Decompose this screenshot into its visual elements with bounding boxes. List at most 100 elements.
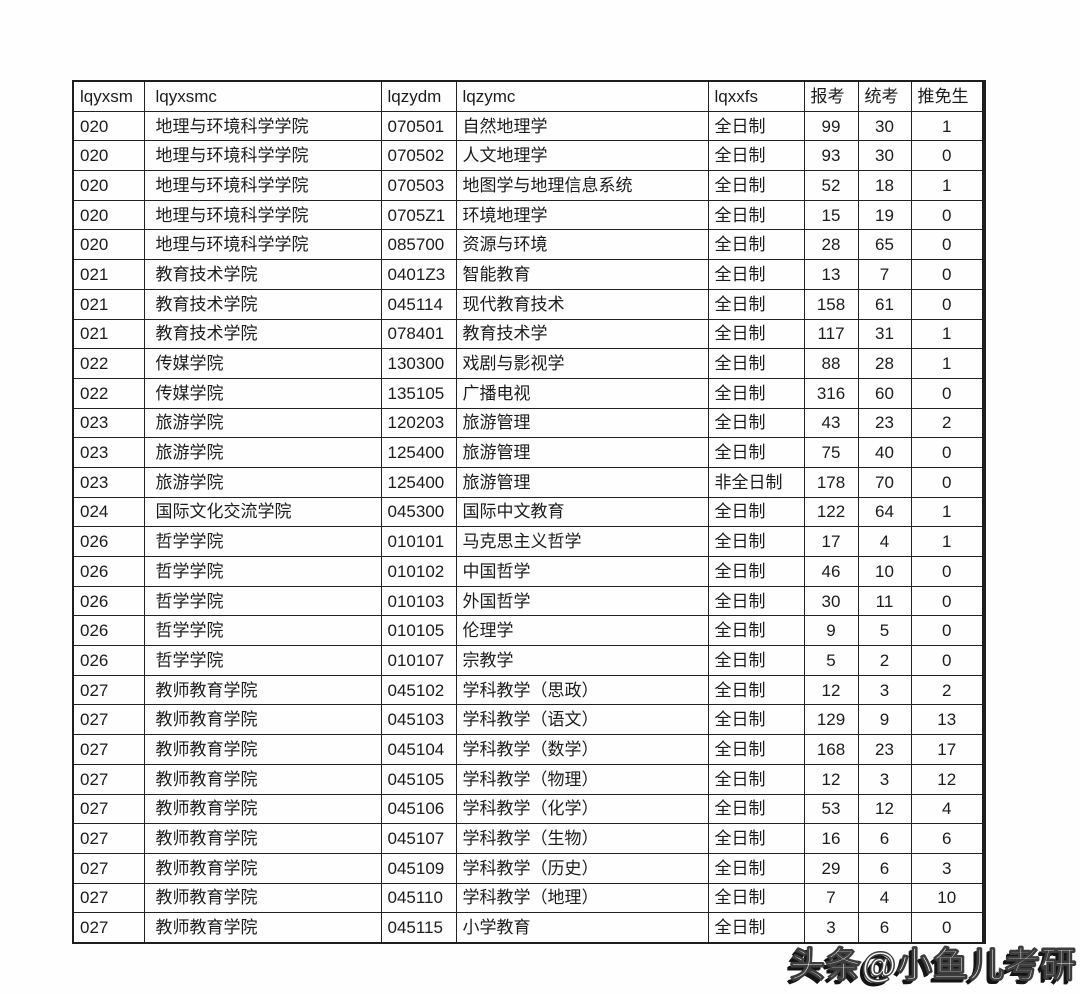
cell-tuimiansheng: 0 [910,140,985,172]
cell-lqyxsmc: 地理与环境科学学院 [143,140,382,172]
table-row: 027 教师教育学院 045107 学科教学（生物） 全日制 16 6 6 [72,823,985,854]
cell-lqyxsmc: 教师教育学院 [143,912,382,944]
cell-lqzymc: 伦理学 [455,615,709,647]
cell-lqyxsm: 026 [72,526,145,557]
cell-lqzydm: 045102 [380,674,457,706]
cell-tuimiansheng: 2 [910,407,985,439]
cell-lqzymc: 学科教学（地理） [455,882,709,914]
cell-lqyxsm: 027 [72,852,145,884]
cell-tongkao: 7 [857,259,912,290]
table-row: 026 哲学学院 010103 外国哲学 全日制 30 11 0 [72,585,985,617]
cell-lqxxfs: 全日制 [707,734,805,765]
cell-lqyxsmc: 哲学学院 [143,645,382,676]
cell-lqzymc: 学科教学（化学） [455,793,709,825]
cell-lqxxfs: 全日制 [707,377,805,409]
cell-lqzydm: 045107 [380,823,457,854]
cell-baokao: 117 [803,318,859,350]
cell-baokao: 9 [803,615,859,647]
cell-tongkao: 11 [857,585,912,617]
cell-lqyxsmc: 教育技术学院 [143,288,382,320]
cell-tuimiansheng: 3 [910,852,985,884]
cell-baokao: 43 [803,407,859,439]
cell-lqyxsm: 023 [72,407,145,439]
table-row: 027 教师教育学院 045115 小学教育 全日制 3 6 0 [72,912,985,944]
cell-lqyxsm: 022 [72,348,145,379]
cell-lqzymc: 学科教学（历史） [455,852,709,884]
cell-lqxxfs: 全日制 [707,229,805,261]
column-header-lqyxsmc: lqyxsmc [143,80,382,112]
cell-lqzymc: 旅游管理 [455,437,709,468]
cell-tuimiansheng: 0 [910,615,985,647]
cell-lqxxfs: 全日制 [707,526,805,557]
cell-lqzymc: 宗教学 [455,645,709,676]
toutiao-watermark: 头条@小鱼儿考研 [789,946,1077,986]
cell-lqyxsm: 027 [72,882,145,914]
cell-lqzymc: 国际中文教育 [455,496,709,528]
cell-lqyxsm: 026 [72,585,145,617]
table-body: 020 地理与环境科学学院 070501 自然地理学 全日制 99 30 1 020 地理与环境科… [72,110,985,944]
cell-lqyxsm: 027 [72,823,145,854]
cell-lqxxfs: 全日制 [707,763,805,795]
cell-lqzymc: 旅游管理 [455,407,709,439]
table-row: 026 哲学学院 010102 中国哲学 全日制 46 10 0 [72,556,985,587]
cell-tongkao: 19 [857,199,912,231]
cell-lqyxsmc: 教师教育学院 [143,882,382,914]
column-header-lqzymc: lqzymc [455,80,709,112]
cell-lqyxsm: 027 [72,763,145,795]
cell-lqyxsm: 021 [72,318,145,350]
cell-tongkao: 31 [857,318,912,350]
cell-lqxxfs: 全日制 [707,704,805,736]
cell-lqzymc: 广播电视 [455,377,709,409]
cell-lqzymc: 学科教学（生物） [455,823,709,854]
cell-lqxxfs: 全日制 [707,170,805,201]
cell-tongkao: 6 [857,912,912,944]
cell-lqyxsmc: 教师教育学院 [143,763,382,795]
cell-tongkao: 2 [857,645,912,676]
table-row: 027 教师教育学院 045103 学科教学（语文） 全日制 129 9 13 [72,704,985,736]
cell-tongkao: 65 [857,229,912,261]
cell-lqzydm: 045115 [380,912,457,944]
cell-baokao: 16 [803,823,859,854]
cell-lqzydm: 070501 [380,110,457,142]
cell-baokao: 316 [803,377,859,409]
cell-lqyxsmc: 教师教育学院 [143,852,382,884]
cell-lqzydm: 045103 [380,704,457,736]
cell-lqyxsmc: 教师教育学院 [143,823,382,854]
cell-tongkao: 30 [857,110,912,142]
cell-tuimiansheng: 10 [910,882,985,914]
cell-lqyxsm: 023 [72,466,145,498]
cell-tuimiansheng: 0 [910,229,985,261]
cell-tongkao: 23 [857,407,912,439]
cell-lqzydm: 135105 [380,377,457,409]
cell-lqzydm: 120203 [380,407,457,439]
column-header-lqzydm: lqzydm [380,80,457,112]
cell-tongkao: 18 [857,170,912,201]
cell-lqyxsm: 020 [72,140,145,172]
cell-lqzymc: 环境地理学 [455,199,709,231]
cell-lqxxfs: 全日制 [707,199,805,231]
cell-lqyxsmc: 教师教育学院 [143,674,382,706]
table-row: 027 教师教育学院 045109 学科教学（历史） 全日制 29 6 3 [72,852,985,884]
cell-lqzymc: 教育技术学 [455,318,709,350]
cell-tuimiansheng: 1 [910,496,985,528]
cell-lqzymc: 资源与环境 [455,229,709,261]
cell-lqyxsm: 020 [72,110,145,142]
cell-lqyxsm: 027 [72,704,145,736]
cell-lqyxsmc: 地理与环境科学学院 [143,229,382,261]
cell-baokao: 12 [803,763,859,795]
table-row: 021 教育技术学院 078401 教育技术学 全日制 117 31 1 [72,318,985,350]
cell-tuimiansheng: 1 [910,348,985,379]
cell-lqzydm: 010107 [380,645,457,676]
cell-baokao: 30 [803,585,859,617]
table-row: 026 哲学学院 010107 宗教学 全日制 5 2 0 [72,645,985,676]
cell-lqzymc: 人文地理学 [455,140,709,172]
cell-lqzydm: 070503 [380,170,457,201]
cell-lqzymc: 戏剧与影视学 [455,348,709,379]
table-row: 021 教育技术学院 045114 现代教育技术 全日制 158 61 0 [72,288,985,320]
cell-lqxxfs: 全日制 [707,259,805,290]
cell-tuimiansheng: 0 [910,556,985,587]
table-row: 024 国际文化交流学院 045300 国际中文教育 全日制 122 64 1 [72,496,985,528]
cell-lqzydm: 010102 [380,556,457,587]
cell-tongkao: 4 [857,526,912,557]
cell-lqxxfs: 全日制 [707,793,805,825]
